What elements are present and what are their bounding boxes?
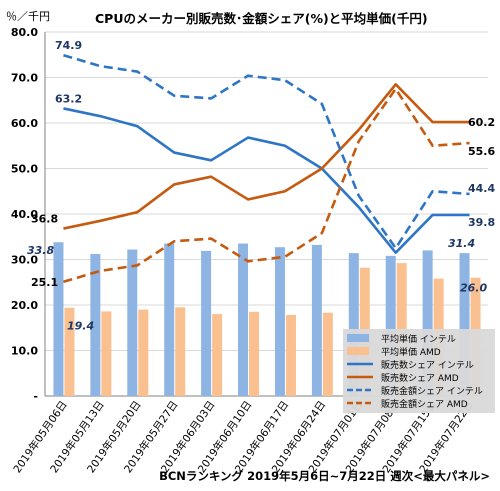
bar: [175, 307, 186, 396]
data-labels: 74.9 63.2 36.8 33.8 25.1 19.4 60.2 55.6 44.4 39.8…: [27, 39, 495, 333]
lines: [63, 53, 470, 284]
y-tick-label: 10.0: [11, 345, 38, 358]
y-tick-label: 80.0: [11, 26, 38, 39]
legend-label: 平均単価 インテル: [381, 333, 456, 345]
data-label: 26.0: [460, 282, 487, 295]
legend-label: 販売数シェア AMD: [381, 372, 459, 384]
bar: [311, 244, 322, 396]
y-tick-label: 40.0: [11, 208, 38, 221]
y-tick-label: -: [33, 390, 38, 403]
y-tick-label: 60.0: [11, 117, 38, 130]
y-tick-label: 30.0: [11, 254, 38, 267]
bar: [322, 312, 333, 396]
legend-label: 販売金額シェア AMD: [381, 398, 468, 410]
series-line: [63, 83, 470, 230]
data-label: 31.4: [448, 237, 475, 250]
bar: [138, 309, 149, 396]
y-axis-ticks: - 10.0 20.0 30.0 40.0 50.0 60.0 70.0 80.0: [11, 26, 38, 403]
legend-swatch: [347, 347, 369, 355]
chart-footer: BCNランキング 2019年5月6日~7月22日 週次<最大パネル>: [159, 469, 490, 483]
data-label: 44.4: [468, 182, 495, 195]
legend-swatch: [347, 334, 369, 342]
data-label: 39.8: [468, 216, 495, 229]
data-label: 74.9: [55, 39, 82, 52]
y-tick-label: 50.0: [11, 163, 38, 176]
bar: [53, 242, 64, 396]
data-label: 60.2: [468, 116, 495, 129]
data-label: 63.2: [55, 92, 82, 105]
bar: [64, 307, 75, 396]
series-line: [63, 107, 470, 254]
data-label: 19.4: [67, 320, 94, 333]
bar: [274, 247, 285, 396]
data-label: 55.6: [468, 145, 495, 158]
data-label: 25.1: [31, 276, 58, 289]
bar: [212, 314, 223, 396]
y-tick-label: 20.0: [11, 299, 38, 312]
bar: [285, 315, 296, 396]
bar: [249, 311, 260, 396]
bar: [127, 249, 138, 396]
bar: [385, 255, 396, 396]
bar: [90, 254, 101, 396]
data-label: 36.8: [31, 213, 58, 226]
legend-box: [343, 329, 495, 413]
data-label: 33.8: [27, 244, 54, 257]
legend-label: 販売金額シェア インテル: [381, 385, 483, 397]
series-line: [63, 53, 470, 250]
bar: [238, 243, 249, 396]
bar: [422, 250, 433, 396]
bar: [201, 250, 212, 396]
y-tick-label: 70.0: [11, 72, 38, 85]
legend-label: 平均単価 AMD: [381, 346, 441, 358]
bar: [459, 253, 470, 396]
legend-label: 販売数シェア インテル: [381, 359, 474, 371]
chart-title: CPUのメーカー別販売数･金額シェア(%)と平均単価(千円): [95, 11, 428, 26]
bar: [164, 243, 175, 396]
series-line: [63, 87, 470, 284]
bar: [348, 253, 359, 396]
y-axis-unit-label: ％／千円: [6, 10, 50, 23]
bar: [101, 311, 112, 396]
